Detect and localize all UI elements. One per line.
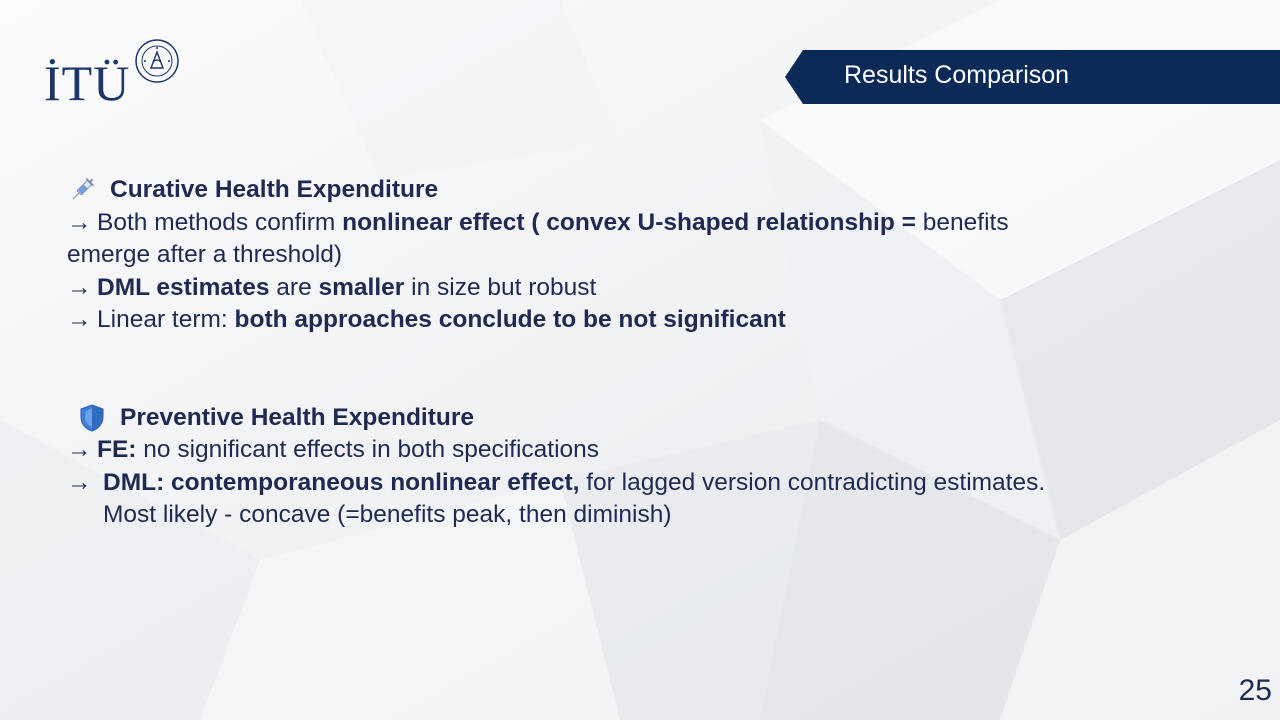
section-heading-text: Preventive Health Expenditure [120, 403, 475, 431]
bullet-text: in size but robust [404, 273, 597, 301]
bullet-text: benefits [915, 208, 1009, 236]
arrow-icon: → [67, 436, 92, 463]
bullet-curative-1: → Both methods confirm nonlinear effect (… [67, 207, 1147, 240]
bullet-text-bold: DML estimates [97, 273, 270, 301]
university-seal-icon [135, 39, 179, 83]
bullet-text-bold: nonlinear effect ( convex U-shaped relat… [342, 208, 916, 236]
slide-title: Results Comparison [844, 61, 1070, 89]
bullet-text-bold: DML: contemporaneous nonlinear effect, [103, 468, 580, 496]
shield-icon [80, 404, 104, 432]
bullet-text: Both methods confirm [97, 208, 343, 236]
banner-shape [785, 50, 1280, 104]
page-number: 25 [1238, 674, 1272, 707]
section-heading-text: Curative Health Expenditure [110, 176, 439, 203]
bullet-text-block: DML: contemporaneous nonlinear effect, f… [103, 467, 1103, 532]
bullet-curative-3: → Linear term: both approaches conclude t… [67, 304, 1147, 337]
section-heading-curative: Curative Health Expenditure [67, 174, 1147, 207]
section-heading-preventive: Preventive Health Expenditure [67, 402, 1147, 435]
itu-logo: İTÜ [40, 38, 180, 118]
bullet-curative-1-continued: emerge after a threshold) [67, 241, 343, 268]
syringe-icon [72, 178, 95, 200]
title-banner: Results Comparison [785, 50, 1280, 104]
bullet-text: Linear term: [97, 306, 235, 333]
bullet-text-bold: smaller [318, 273, 405, 301]
logo-text: İTÜ [44, 55, 131, 111]
bullet-text: no significant effects in both specifica… [136, 436, 600, 463]
arrow-icon: → [67, 208, 92, 236]
bullet-preventive-2: → DML: contemporaneous nonlinear effect,… [67, 467, 1147, 532]
arrow-icon: → [67, 306, 92, 333]
slide-content: Curative Health Expenditure → Both method… [67, 174, 1147, 532]
bullet-preventive-1: → FE: no significant effects in both spec… [67, 434, 1147, 467]
bullet-text-bold: both approaches conclude to be not signi… [234, 306, 786, 333]
arrow-icon: → [67, 468, 92, 496]
bullet-text: are [269, 273, 319, 301]
bullet-curative-2: → DML estimates are smaller in size but r… [67, 272, 1147, 305]
bullet-text: for lagged version contradicting estimat… [103, 468, 1046, 529]
bullet-text-bold: FE: [97, 436, 137, 463]
arrow-icon: → [67, 273, 92, 301]
